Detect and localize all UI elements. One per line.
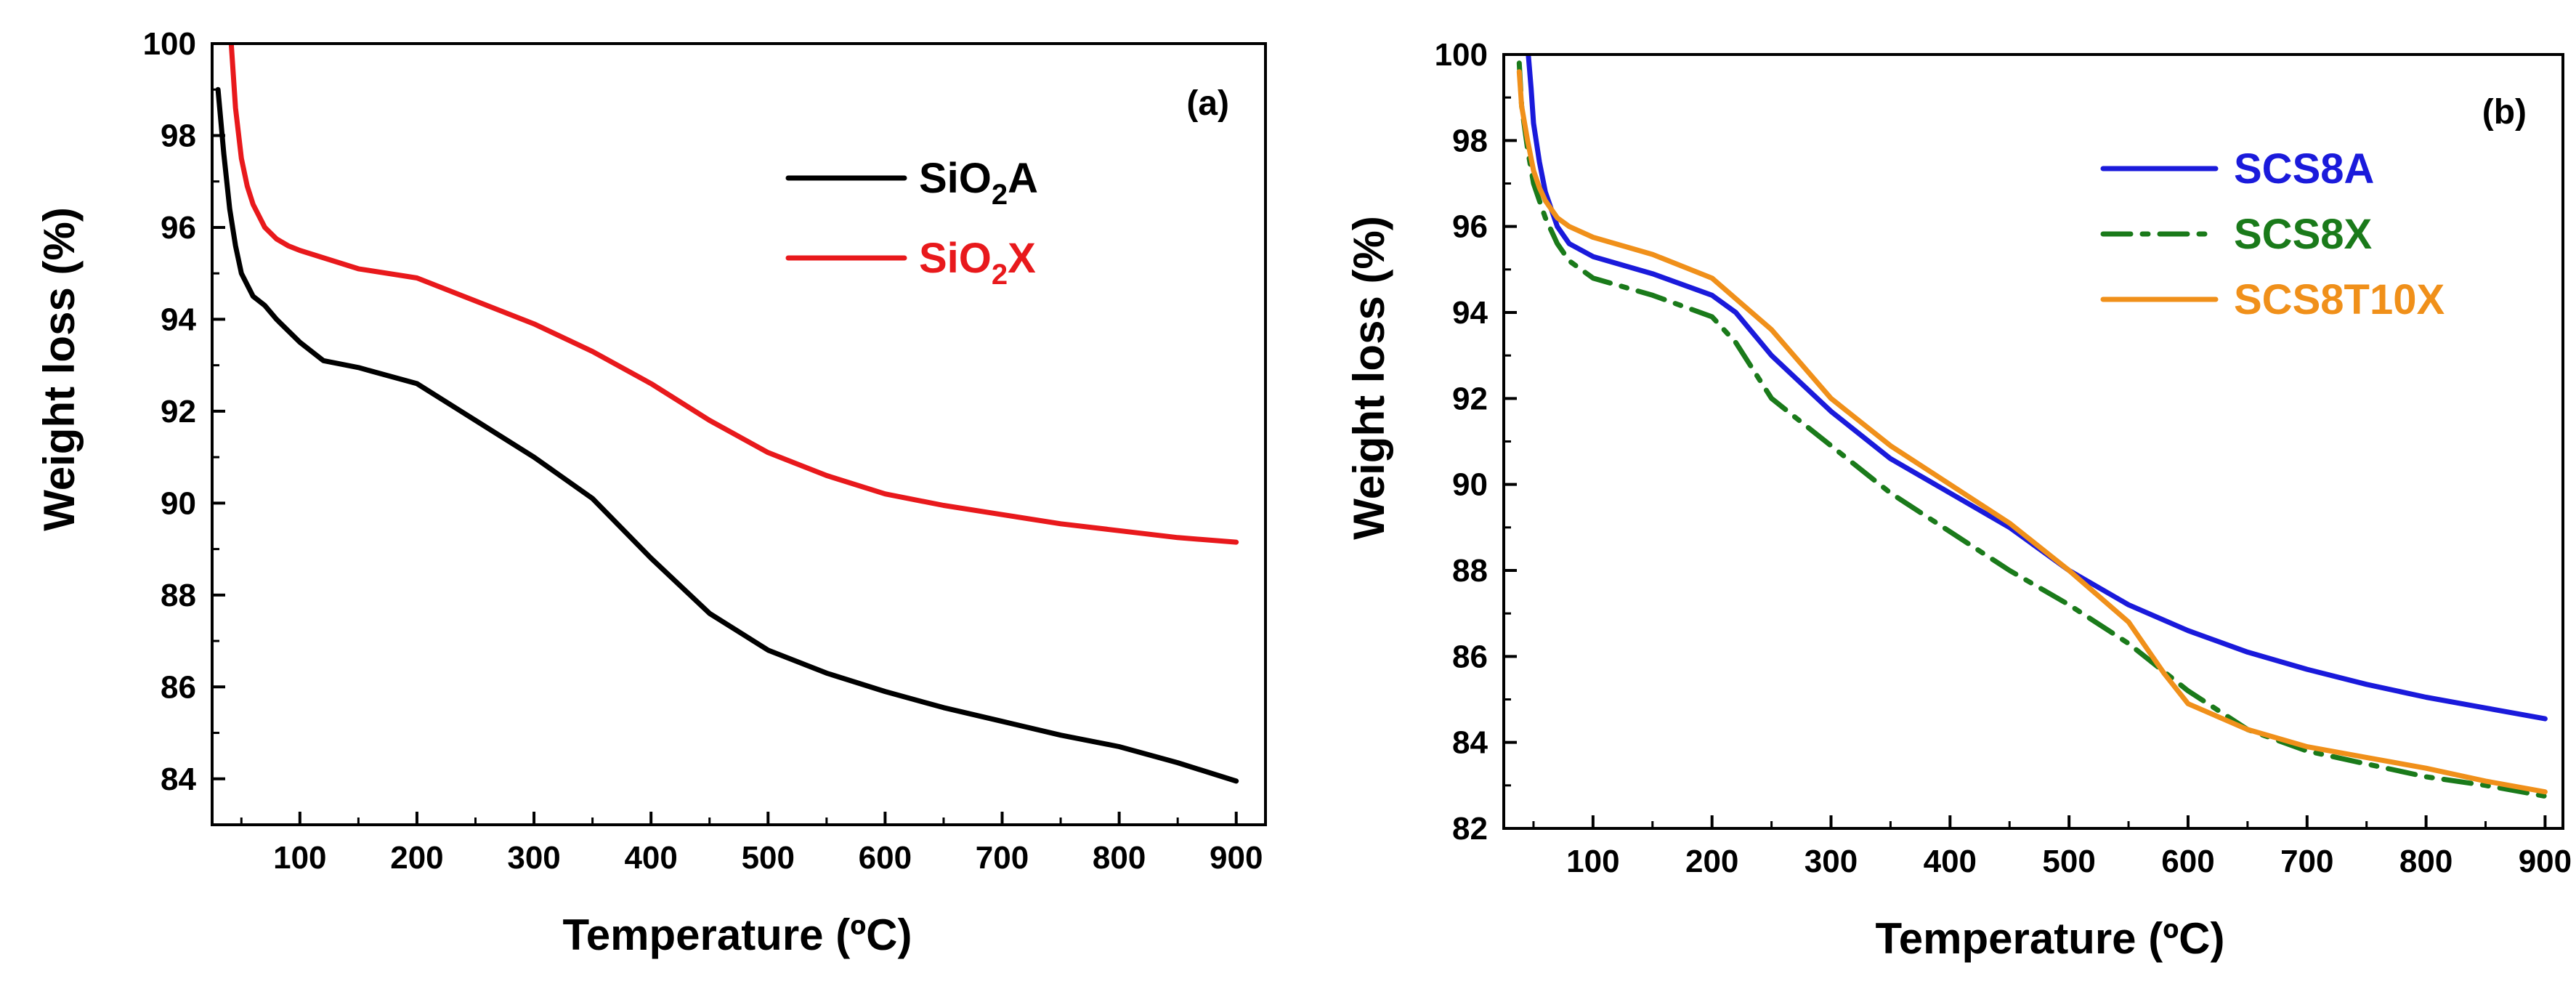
x-tick-label-a-100: 100	[273, 840, 326, 876]
x-tick-label-b-700: 700	[2280, 844, 2333, 879]
x-tick-label-a-600: 600	[859, 840, 912, 876]
legend-label-base: SCS8A	[2234, 145, 2374, 193]
legend-label-subscript: 2	[992, 179, 1008, 211]
x-tick-label-a-700: 700	[976, 840, 1029, 876]
x-tick-label-a-500: 500	[742, 840, 795, 876]
x-tick-label-a-800: 800	[1093, 840, 1146, 876]
y-axis-title-a: Weight loss (%)	[35, 207, 84, 531]
x-tick-label-b-100: 100	[1566, 844, 1619, 879]
y-tick-label-a-90: 90	[161, 485, 196, 521]
x-tick-label-b-300: 300	[1805, 844, 1858, 879]
y-tick-label-a-94: 94	[161, 302, 196, 337]
legend-b: SCS8A SCS8X SCS8T10X	[2100, 145, 2445, 323]
x-tick-label-a-300: 300	[507, 840, 560, 876]
series-line-scs8a	[1526, 54, 2548, 722]
x-axis-title-a: Temperature (ºC)	[563, 911, 912, 959]
y-tick-label-a-96: 96	[161, 210, 196, 246]
y-tick-label-b-82: 82	[1452, 811, 1488, 847]
series-line-sio2x	[228, 44, 1239, 545]
x-tick-label-a-400: 400	[624, 840, 677, 876]
x-tick-label-a-200: 200	[390, 840, 443, 876]
legend-label-scs8t10x: SCS8T10X	[2234, 276, 2445, 323]
series-line-sio2a	[215, 86, 1239, 784]
x-tick-label-b-500: 500	[2042, 844, 2095, 879]
legend-label-base: SiO	[919, 235, 992, 282]
y-tick-label-a-88: 88	[161, 578, 196, 613]
series-b	[1516, 54, 2548, 799]
y-tick-label-a-100: 100	[143, 26, 196, 62]
plot-frame-a	[211, 42, 1267, 826]
x-tick-label-b-600: 600	[2161, 844, 2214, 879]
y-tick-label-b-90: 90	[1452, 467, 1488, 503]
y-tick-label-a-86: 86	[161, 669, 196, 705]
y-tick-label-b-84: 84	[1452, 725, 1488, 761]
y-axis-title-b: Weight loss (%)	[1345, 216, 1393, 540]
legend-label-sio2a: SiO2A	[919, 155, 1038, 211]
plot-frame-b	[1502, 53, 2564, 830]
y-tick-label-b-88: 88	[1452, 553, 1488, 589]
legend-label-sio2x: SiO2X	[919, 235, 1036, 291]
x-tick-label-b-900: 900	[2519, 844, 2572, 879]
y-tick-label-b-96: 96	[1452, 209, 1488, 245]
x-tick-label-b-400: 400	[1924, 844, 1977, 879]
legend-label-tail: X	[1008, 235, 1036, 282]
y-tick-label-a-84: 84	[161, 762, 196, 797]
x-tick-label-b-200: 200	[1685, 844, 1738, 879]
y-tick-label-a-98: 98	[161, 118, 196, 153]
series-a	[215, 44, 1239, 784]
x-tick-label-a-900: 900	[1210, 840, 1263, 876]
panel-label-b: (b)	[2482, 93, 2527, 132]
series-line-scs8x	[1516, 60, 2548, 799]
panel-label-a: (a)	[1186, 84, 1229, 123]
legend-label-base: SCS8X	[2234, 211, 2373, 258]
y-tick-label-b-100: 100	[1435, 37, 1488, 73]
chart-panel-b: Weight loss (%) Temperature (ºC) (b) 100…	[1345, 37, 2572, 963]
legend-label-base: SCS8T10X	[2234, 276, 2445, 323]
x-axis-title-b: Temperature (ºC)	[1876, 914, 2225, 963]
legend-label-subscript: 2	[992, 259, 1008, 291]
y-tick-label-b-94: 94	[1452, 295, 1488, 331]
x-tick-label-b-800: 800	[2399, 844, 2453, 879]
y-tick-label-b-86: 86	[1452, 639, 1488, 674]
legend-label-base: SiO	[919, 155, 992, 202]
legend-label-scs8a: SCS8A	[2234, 145, 2374, 193]
y-tick-label-a-92: 92	[161, 394, 196, 429]
legend-label-scs8x: SCS8X	[2234, 211, 2373, 258]
y-tick-label-b-92: 92	[1452, 381, 1488, 416]
ticks-a: 100 200 300 400 500 600 700 800 900 84 86 88 90 92 94 9…	[143, 26, 1263, 876]
series-line-scs8t10x	[1516, 69, 2548, 795]
legend-label-tail: A	[1008, 155, 1038, 202]
y-tick-label-b-98: 98	[1452, 123, 1488, 158]
chart-panel-a: Weight loss (%) Temperature (ºC) (a) 100…	[35, 26, 1267, 959]
